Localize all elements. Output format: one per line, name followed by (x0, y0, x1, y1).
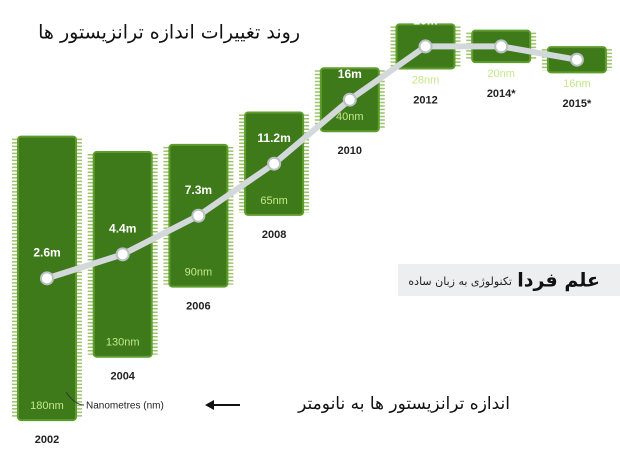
value-label: 4.4m (109, 222, 136, 236)
nm-label: 90nm (185, 266, 213, 278)
point (191, 208, 206, 223)
nm-label: 20nm (487, 68, 515, 80)
x-tick-label: 2012 (413, 94, 437, 106)
x-tick-label: 2004 (110, 371, 135, 383)
brand-tagline: تکنولوژی به زبان ساده (408, 275, 512, 288)
arrow-head (205, 400, 214, 410)
point (115, 247, 130, 262)
nm-label: 16nm (563, 78, 591, 90)
x-tick-label: 2008 (262, 229, 286, 241)
nm-label: 180nm (30, 400, 64, 412)
chart-title: روند تغییرات اندازه ترانزیستور ها (38, 22, 300, 44)
x-tick-label: 2010 (338, 145, 362, 157)
x-tick-label: 2014* (487, 88, 516, 100)
nm-label: 65nm (260, 195, 288, 207)
label-layer: 180nm 2002 130nm 2004 90nm 2006 65nm 2008 40nm 20… (30, 14, 592, 446)
value-label: 20m (489, 14, 513, 28)
value-label: 2.6m (33, 246, 60, 260)
point (342, 92, 357, 107)
x-tick-label: 2015* (563, 98, 592, 110)
point (569, 52, 584, 67)
value-label: 11.2m (257, 131, 290, 145)
point (267, 156, 282, 171)
value-label: 16m (338, 67, 362, 81)
point (494, 39, 509, 54)
x-tick-label: 2006 (186, 300, 210, 312)
value-label: 19m (565, 27, 589, 41)
trend-line (46, 43, 578, 282)
line-layer (40, 39, 584, 286)
persian-annotation: اندازه ترانزیستور ها به نانومتر (297, 394, 510, 414)
nm-label: 130nm (106, 337, 140, 349)
brand-box (398, 264, 620, 296)
nm-label: 28nm (412, 74, 440, 86)
x-tick-label: 2002 (35, 434, 59, 446)
value-label: 20m (413, 14, 437, 28)
nm-label: 40nm (336, 111, 364, 123)
point (418, 39, 433, 54)
chips-layer (12, 23, 612, 422)
unit-annotation: Nanometres (nm) (86, 401, 164, 412)
brand-name: علم فردا (517, 270, 600, 292)
value-label: 7.3m (185, 183, 212, 197)
annotation-pointer (65, 391, 85, 406)
point (40, 271, 54, 286)
